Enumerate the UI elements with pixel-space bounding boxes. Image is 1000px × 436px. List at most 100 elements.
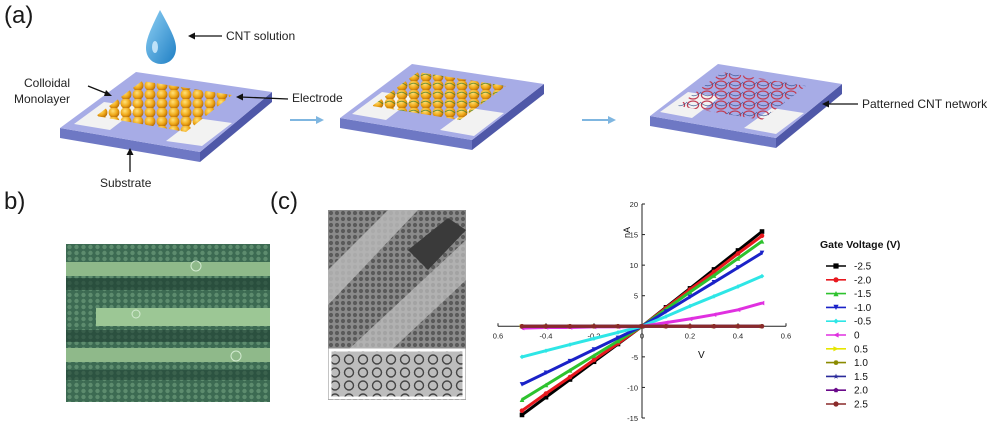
legend-marker <box>833 291 839 297</box>
process-arrow-2 <box>582 116 616 124</box>
device-patterned-network <box>650 64 842 148</box>
x-tick-label: -0.4 <box>540 331 553 340</box>
data-point <box>711 267 717 272</box>
data-point <box>759 250 765 256</box>
data-point <box>543 382 549 388</box>
data-point <box>735 307 741 313</box>
data-point <box>543 391 549 396</box>
x-tick-label: -0.2 <box>588 331 601 340</box>
x-tick-label: 0.2 <box>685 331 695 340</box>
data-point <box>687 323 693 329</box>
optical-micrograph <box>66 244 270 402</box>
panel-a-label: (a) <box>4 2 34 29</box>
legend-label: -0.5 <box>854 317 872 328</box>
electrode-label: Electrode <box>292 91 343 105</box>
substrate-label: Substrate <box>100 176 152 190</box>
legend-label: -2.5 <box>854 262 872 273</box>
legend-marker <box>833 318 839 324</box>
legend-label: 0.5 <box>854 344 868 355</box>
legend-label: 0 <box>854 331 860 342</box>
data-point <box>759 323 765 329</box>
legend-marker <box>833 346 839 352</box>
x-tick-label: 0.4 <box>733 331 743 340</box>
legend-marker <box>833 401 839 407</box>
data-point <box>591 353 597 358</box>
panel-b-label: b) <box>4 188 26 215</box>
data-point <box>759 300 765 306</box>
data-point <box>519 323 525 329</box>
data-point <box>759 238 765 244</box>
data-point <box>663 309 669 314</box>
sem-image <box>328 210 466 400</box>
patterned-network-label: Patterned CNT network <box>862 97 988 111</box>
data-point <box>567 374 573 380</box>
data-point <box>519 397 525 402</box>
monolayer-label: Monolayer <box>14 92 71 106</box>
data-point <box>759 229 765 234</box>
data-point <box>567 368 573 373</box>
legend-marker <box>833 332 839 338</box>
data-point <box>639 323 645 329</box>
data-point <box>735 251 741 256</box>
data-point <box>711 273 717 278</box>
panel-c-label: (c) <box>270 188 298 215</box>
data-point <box>615 323 621 329</box>
data-point <box>591 347 597 352</box>
legend-label: 1.5 <box>854 372 868 383</box>
y-tick-label: -10 <box>627 383 638 392</box>
data-point <box>567 358 573 364</box>
legend-marker <box>833 304 839 310</box>
data-point <box>519 382 525 387</box>
droplet-icon <box>146 10 176 64</box>
legend-marker <box>833 373 839 379</box>
y-tick-label: -15 <box>627 414 638 423</box>
data-point <box>711 323 717 329</box>
x-tick-label: 0 <box>640 331 644 340</box>
data-point <box>615 338 621 344</box>
x-tick-label: 0.6 <box>781 331 791 340</box>
data-point <box>711 279 717 285</box>
data-point <box>687 316 693 322</box>
legend-marker <box>833 360 839 365</box>
data-point <box>543 323 549 329</box>
x-tick-label: 0.6 <box>493 331 503 340</box>
device-monolayer <box>60 72 272 162</box>
process-arrow-1 <box>290 116 324 124</box>
data-point <box>519 354 525 360</box>
data-point <box>735 248 741 253</box>
y-tick-label: 20 <box>630 200 638 209</box>
data-point <box>519 412 525 418</box>
y-tick-label: 15 <box>630 231 638 240</box>
data-point <box>543 394 549 400</box>
legend-label: 2.0 <box>854 386 868 397</box>
cnt-solution-label: CNT solution <box>226 29 296 43</box>
data-point <box>735 256 741 261</box>
legend-label: -1.5 <box>854 289 872 300</box>
data-point <box>567 323 573 329</box>
data-point <box>687 294 693 300</box>
legend-label: -1.0 <box>854 303 872 314</box>
data-point <box>711 312 717 317</box>
data-point <box>543 370 549 376</box>
data-point <box>663 323 669 329</box>
panel-a-schematic <box>60 10 858 172</box>
legend-label: -2.0 <box>854 275 872 286</box>
data-point <box>759 233 765 239</box>
legend-marker <box>833 277 839 283</box>
data-point <box>591 357 597 363</box>
data-point <box>519 408 525 413</box>
legend-marker <box>833 263 839 269</box>
legend-label: 1.0 <box>854 358 868 369</box>
colloidal-label: Colloidal <box>24 76 71 90</box>
device-cnt-deposited <box>340 64 544 150</box>
legend-marker <box>833 387 839 393</box>
data-point <box>687 289 693 295</box>
data-point <box>615 335 621 341</box>
y-tick-label: 10 <box>630 261 638 270</box>
data-point <box>735 323 741 329</box>
data-point <box>735 265 741 270</box>
y-tick-label: -5 <box>631 353 638 362</box>
legend-title: Gate Voltage (V) <box>820 239 900 251</box>
x-axis-label: V <box>698 350 705 361</box>
legend-label: 2.5 <box>854 400 868 411</box>
